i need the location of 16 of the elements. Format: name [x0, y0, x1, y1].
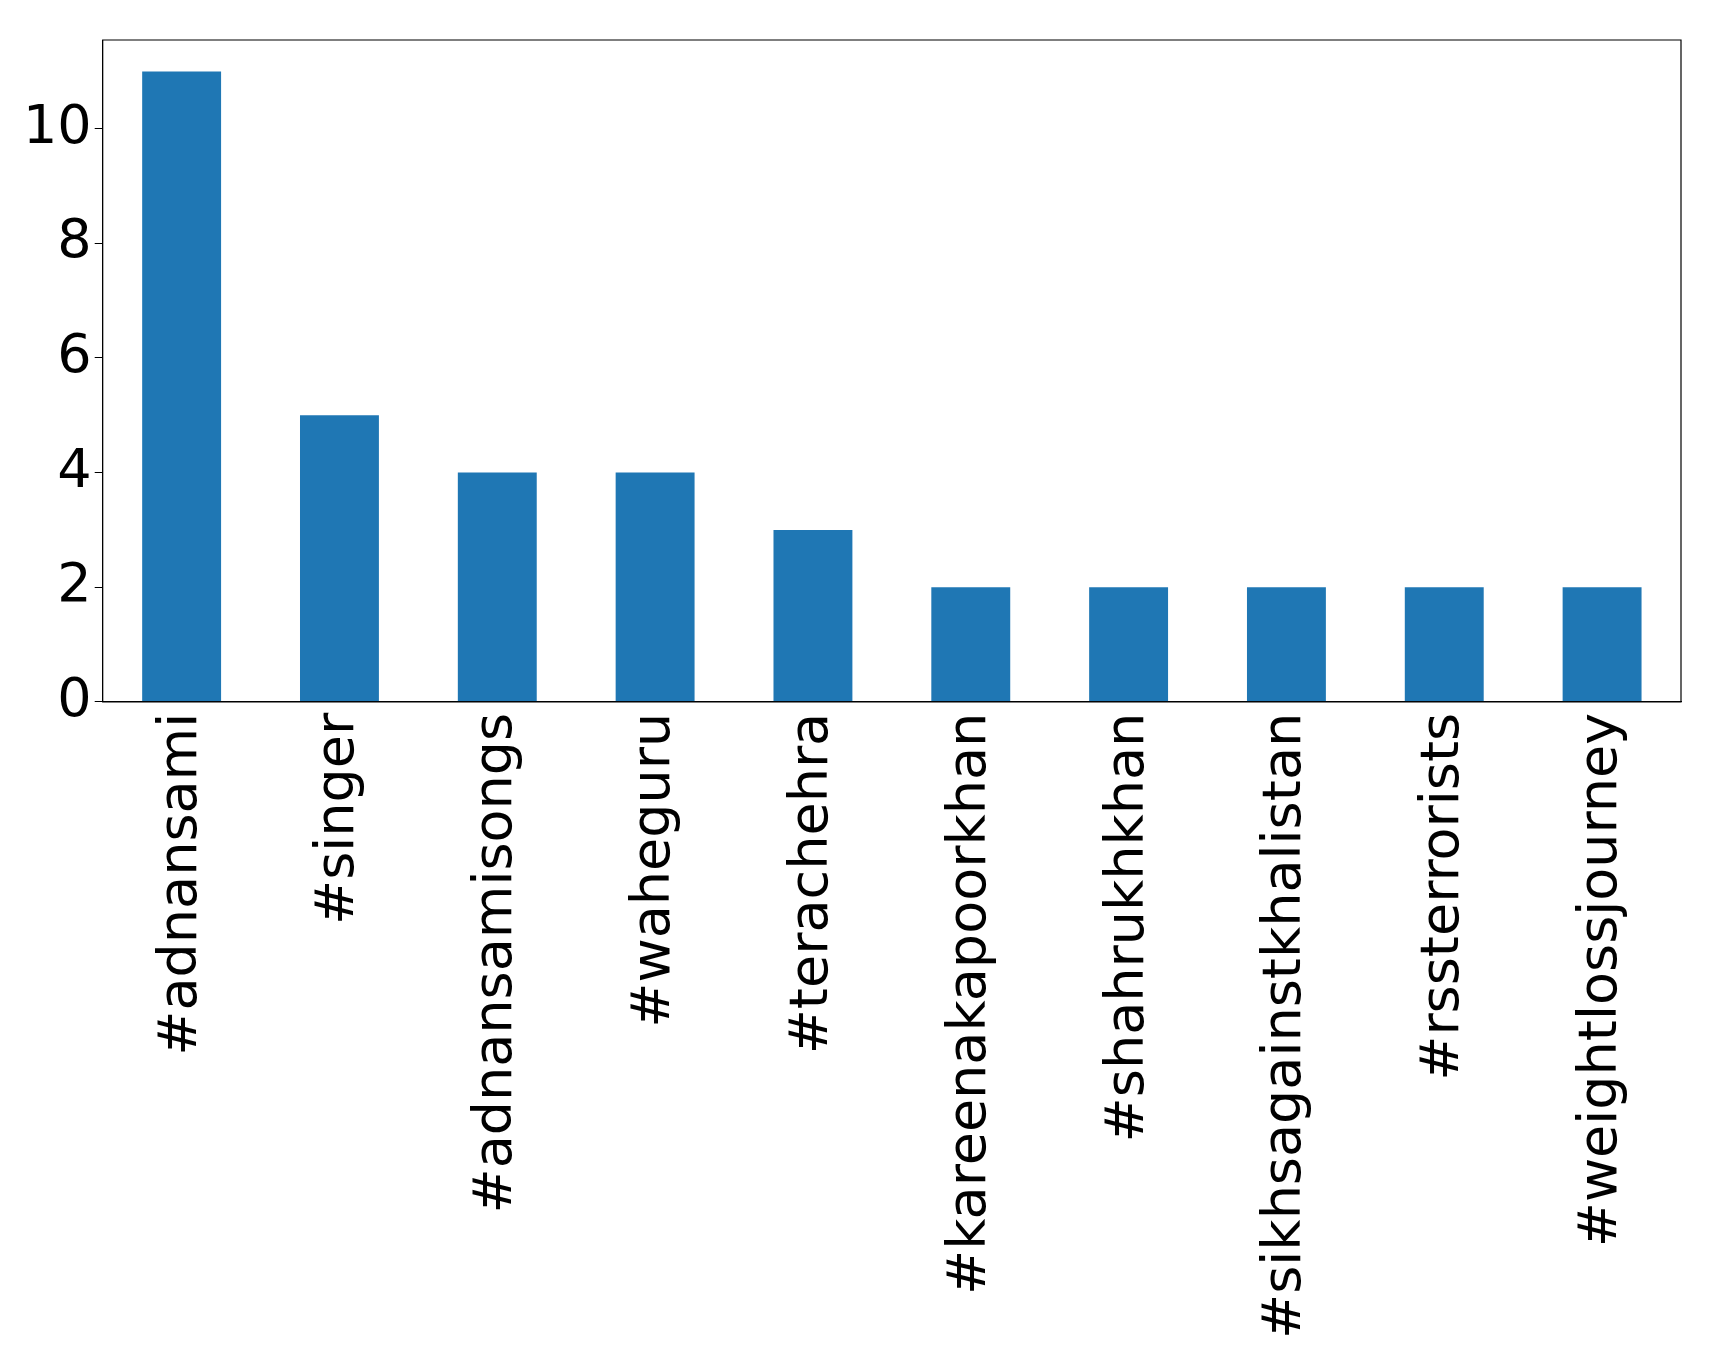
y-tick-label: 6 — [57, 322, 92, 386]
y-tick-label: 8 — [57, 207, 92, 271]
x-tick-label: #adnansamisongs — [461, 712, 525, 1214]
x-tick-label: #shahrukhkhan — [1092, 712, 1156, 1143]
x-tick-label: #sikhsagainstkhalistan — [1250, 712, 1314, 1340]
x-tick-label: #singer — [303, 711, 367, 926]
x-tick-label: #rssterrorists — [1408, 712, 1472, 1081]
x-tick-label: #waheguru — [619, 712, 683, 1028]
x-tick-label: #weightlossjourney — [1566, 712, 1630, 1248]
x-tick-label: #terachehra — [776, 712, 840, 1055]
y-tick-label: 2 — [57, 551, 92, 615]
x-tick-label: #kareenakapoorkhan — [934, 712, 998, 1295]
y-tick-label: 0 — [57, 665, 92, 729]
y-tick-label: 10 — [22, 92, 92, 156]
x-tick-label: #adnansami — [145, 712, 209, 1056]
y-tick-label: 4 — [57, 436, 92, 500]
